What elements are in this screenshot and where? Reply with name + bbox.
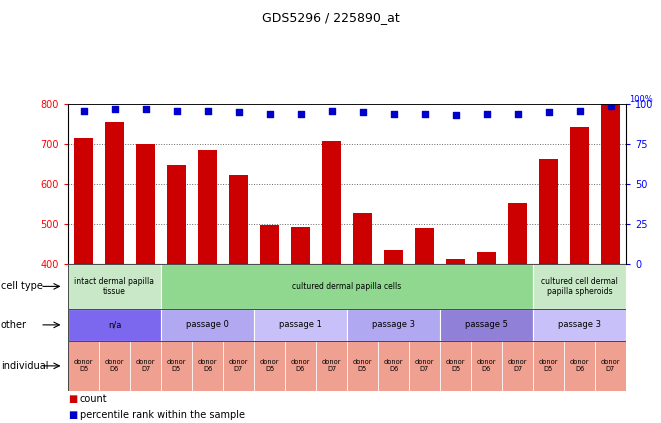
- Bar: [254, 341, 285, 391]
- Bar: [347, 309, 440, 341]
- Bar: [223, 341, 254, 391]
- Text: donor
D7: donor D7: [322, 360, 341, 372]
- Bar: [446, 259, 465, 264]
- Point: [574, 107, 585, 114]
- Bar: [347, 341, 378, 391]
- Bar: [130, 341, 161, 391]
- Point: [605, 102, 616, 109]
- Text: donor
D7: donor D7: [136, 360, 155, 372]
- Text: donor
D5: donor D5: [260, 360, 279, 372]
- Point: [543, 109, 554, 115]
- Text: count: count: [80, 394, 108, 404]
- Bar: [570, 127, 589, 264]
- Bar: [161, 264, 533, 309]
- Text: donor
D7: donor D7: [601, 360, 620, 372]
- Text: donor
D6: donor D6: [104, 360, 124, 372]
- Bar: [192, 341, 223, 391]
- Bar: [68, 309, 161, 341]
- Text: individual: individual: [1, 361, 48, 371]
- Text: cell type: cell type: [1, 281, 42, 291]
- Bar: [74, 138, 93, 264]
- Bar: [471, 341, 502, 391]
- Point: [171, 107, 182, 114]
- Bar: [105, 123, 124, 264]
- Bar: [595, 341, 626, 391]
- Text: donor
D6: donor D6: [570, 360, 589, 372]
- Bar: [167, 165, 186, 264]
- Bar: [477, 252, 496, 264]
- Bar: [378, 341, 409, 391]
- Point: [481, 110, 492, 117]
- Bar: [602, 104, 620, 264]
- Point: [264, 110, 275, 117]
- Point: [295, 110, 306, 117]
- Text: cultured cell dermal
papilla spheroids: cultured cell dermal papilla spheroids: [541, 277, 618, 296]
- Bar: [292, 227, 310, 264]
- Point: [233, 109, 244, 115]
- Point: [388, 110, 399, 117]
- Text: ■: ■: [68, 394, 77, 404]
- Text: donor
D6: donor D6: [384, 360, 403, 372]
- Bar: [440, 309, 533, 341]
- Bar: [260, 225, 279, 264]
- Bar: [409, 341, 440, 391]
- Bar: [285, 341, 316, 391]
- Text: percentile rank within the sample: percentile rank within the sample: [80, 410, 245, 420]
- Bar: [539, 159, 558, 264]
- Text: n/a: n/a: [108, 320, 121, 330]
- Text: passage 3: passage 3: [372, 320, 415, 330]
- Text: cultured dermal papilla cells: cultured dermal papilla cells: [292, 282, 402, 291]
- Text: donor
D7: donor D7: [414, 360, 434, 372]
- Bar: [136, 144, 155, 264]
- Text: donor
D5: donor D5: [167, 360, 186, 372]
- Point: [450, 112, 461, 119]
- Bar: [161, 309, 254, 341]
- Text: donor
D5: donor D5: [539, 360, 559, 372]
- Text: ■: ■: [68, 410, 77, 420]
- Text: passage 5: passage 5: [465, 320, 508, 330]
- Point: [109, 105, 120, 112]
- Text: donor
D6: donor D6: [198, 360, 217, 372]
- Point: [327, 107, 337, 114]
- Bar: [254, 309, 347, 341]
- Point: [202, 107, 213, 114]
- Point: [140, 105, 151, 112]
- Bar: [322, 141, 341, 264]
- Bar: [384, 250, 403, 264]
- Bar: [353, 213, 371, 264]
- Text: other: other: [1, 320, 26, 330]
- Bar: [68, 264, 161, 309]
- Bar: [533, 309, 626, 341]
- Text: intact dermal papilla
tissue: intact dermal papilla tissue: [75, 277, 155, 296]
- Bar: [316, 341, 347, 391]
- Text: donor
D6: donor D6: [291, 360, 310, 372]
- Text: donor
D5: donor D5: [446, 360, 465, 372]
- Bar: [502, 341, 533, 391]
- Text: donor
D5: donor D5: [74, 360, 93, 372]
- Bar: [415, 228, 434, 264]
- Text: passage 1: passage 1: [279, 320, 322, 330]
- Text: passage 3: passage 3: [558, 320, 601, 330]
- Bar: [508, 203, 527, 264]
- Text: donor
D6: donor D6: [477, 360, 496, 372]
- Text: GDS5296 / 225890_at: GDS5296 / 225890_at: [262, 11, 399, 24]
- Bar: [533, 264, 626, 309]
- Point: [78, 107, 89, 114]
- Text: donor
D7: donor D7: [229, 360, 249, 372]
- Bar: [440, 341, 471, 391]
- Text: donor
D7: donor D7: [508, 360, 527, 372]
- Point: [419, 110, 430, 117]
- Point: [512, 110, 523, 117]
- Bar: [99, 341, 130, 391]
- Bar: [229, 175, 248, 264]
- Bar: [564, 341, 595, 391]
- Point: [357, 109, 368, 115]
- Bar: [68, 341, 99, 391]
- Bar: [198, 150, 217, 264]
- Bar: [161, 341, 192, 391]
- Text: passage 0: passage 0: [186, 320, 229, 330]
- Text: donor
D5: donor D5: [353, 360, 372, 372]
- Text: 100%: 100%: [629, 95, 652, 104]
- Bar: [533, 341, 564, 391]
